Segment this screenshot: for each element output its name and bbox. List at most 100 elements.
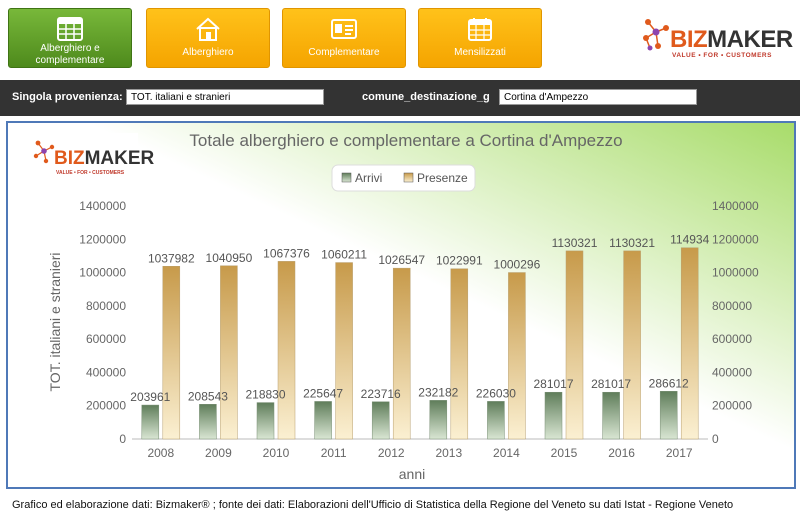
bar-arrivi [487, 401, 505, 440]
bar-presenze [565, 250, 584, 440]
y-tick-label-left: 0 [119, 432, 126, 446]
logo-text-maker: MAKER [707, 26, 793, 53]
y-tick-label-right: 1200000 [712, 232, 759, 246]
provenienza-field[interactable]: TOT. italiani e stranieri [126, 89, 324, 105]
y-tick-label-left: 800000 [86, 299, 126, 313]
bar-arrivi [314, 401, 332, 440]
y-tick-label-left: 600000 [86, 332, 126, 346]
chart-title: Totale alberghiero e complementare a Cor… [189, 131, 622, 150]
legend-swatch-presenze [403, 172, 414, 183]
chart-logo-tagline: VALUE • FOR • CUSTOMERS [56, 170, 125, 176]
y-tick-label-right: 600000 [712, 332, 752, 346]
data-label-arrivi: 203961 [130, 390, 170, 404]
y-tick-label-left: 1200000 [79, 232, 126, 246]
chart-logo-wordmark: BIZMAKER [54, 148, 155, 169]
bar-presenze [162, 266, 181, 440]
bar-arrivi [199, 404, 217, 440]
bar-presenze [392, 267, 411, 440]
bar-presenze [508, 272, 526, 440]
table-grid-icon [57, 17, 83, 41]
data-label-arrivi: 286612 [649, 376, 689, 390]
x-tick-label: 2011 [321, 446, 347, 460]
x-tick-label: 2015 [551, 446, 578, 460]
molecule-icon [643, 19, 669, 51]
bar-presenze [220, 265, 238, 440]
source-footer: Grafico ed elaborazione dati: Bizmaker® … [12, 499, 734, 511]
data-label-presenze: 1060211 [321, 248, 367, 262]
legend-swatch-arrivi [341, 172, 352, 183]
nav-item-label: Complementare [308, 47, 380, 58]
logo-tagline: VALUE • FOR • CUSTOMERS [672, 52, 772, 59]
nav-mensilizzati-button[interactable]: Mensilizzati [418, 8, 542, 68]
data-label-arrivi: 281017 [591, 377, 631, 391]
nav-alberghiero-button[interactable]: Alberghiero [146, 8, 270, 68]
nav-label-line1: Alberghiero e [40, 43, 100, 54]
top-navigation: Alberghiero e complementare Alberghiero … [0, 0, 800, 78]
calendar-icon [468, 18, 492, 41]
bar-presenze [335, 262, 353, 440]
bar-arrivi [371, 401, 390, 440]
chart-logo: BIZMAKER VALUE • FOR • CUSTOMERS [26, 133, 155, 181]
data-label-presenze: 1000296 [494, 258, 541, 272]
data-label-presenze: 1026547 [378, 253, 425, 267]
filter-bar: Singola provenienza: TOT. italiani e str… [0, 80, 800, 116]
x-tick-label: 2017 [666, 446, 693, 460]
y-tick-label-left: 1400000 [79, 199, 126, 213]
data-label-presenze: 114934 [670, 233, 709, 247]
y-axis-label: TOT. italiani e stranieri [47, 252, 63, 391]
bar-presenze [623, 250, 641, 440]
bar-arrivi [256, 402, 275, 440]
x-tick-label: 2016 [608, 446, 635, 460]
y-tick-label-right: 1400000 [712, 199, 759, 213]
data-label-arrivi: 218830 [245, 388, 285, 402]
chart-svg: BIZMAKER VALUE • FOR • CUSTOMERS Totale … [8, 123, 794, 487]
comune-label: comune_destinazione_g [362, 91, 490, 103]
plot-area: 0 0 200000 200000 400000 400000 600000 600000 80… [79, 199, 759, 460]
y-tick-label-right: 1000000 [712, 266, 759, 280]
x-axis-label: anni [399, 466, 425, 482]
data-label-arrivi: 223716 [361, 387, 401, 401]
bar-arrivi [544, 391, 563, 440]
y-tick-label-right: 400000 [712, 365, 752, 379]
y-tick-label-right: 200000 [712, 399, 752, 413]
bar-arrivi [602, 391, 620, 440]
x-tick-label: 2009 [205, 446, 232, 460]
data-label-arrivi: 226030 [476, 386, 516, 400]
data-label-arrivi: 225647 [303, 386, 343, 400]
comune-field[interactable]: Cortina d'Ampezzo [499, 89, 697, 105]
data-label-presenze: 1067376 [263, 246, 310, 260]
chart-panel: BIZMAKER VALUE • FOR • CUSTOMERS Totale … [6, 121, 796, 489]
y-tick-label-left: 400000 [86, 365, 126, 379]
x-tick-label: 2010 [263, 446, 290, 460]
x-tick-label: 2012 [378, 446, 405, 460]
nav-alberghiero-e-complementare-button[interactable]: Alberghiero e complementare [8, 8, 132, 68]
bizmaker-logo[interactable]: BIZMAKER VALUE • FOR • CUSTOMERS [640, 14, 793, 64]
bar-presenze [450, 268, 469, 440]
provenienza-label: Singola provenienza: [12, 91, 123, 103]
data-label-presenze: 1130321 [609, 236, 655, 250]
nav-label-line2: complementare [35, 55, 105, 66]
legend-label-presenze[interactable]: Presenze [417, 171, 468, 185]
data-label-arrivi: 232182 [418, 385, 458, 399]
nav-item-label: Alberghiero e complementare [13, 43, 127, 67]
data-label-presenze: 1022991 [436, 254, 483, 268]
x-tick-label: 2014 [493, 446, 520, 460]
y-tick-label-right: 0 [712, 432, 719, 446]
bar-presenze [680, 247, 699, 440]
bar-presenze [277, 261, 296, 440]
x-tick-label: 2013 [435, 446, 462, 460]
nav-item-label: Alberghiero [182, 47, 234, 58]
nav-complementare-button[interactable]: Complementare [282, 8, 406, 68]
data-label-presenze: 1040950 [206, 251, 253, 265]
data-label-presenze: 1037982 [148, 251, 195, 265]
bar-arrivi [429, 400, 448, 440]
data-label-arrivi: 208543 [188, 389, 228, 403]
nav-item-label: Mensilizzati [454, 47, 506, 58]
x-tick-label: 2008 [147, 446, 174, 460]
y-tick-label-right: 800000 [712, 299, 752, 313]
bar-arrivi [659, 391, 678, 440]
legend-label-arrivi[interactable]: Arrivi [355, 171, 382, 185]
data-label-arrivi: 281017 [533, 377, 573, 391]
y-tick-label-left: 1000000 [79, 266, 126, 280]
house-icon [196, 17, 220, 41]
